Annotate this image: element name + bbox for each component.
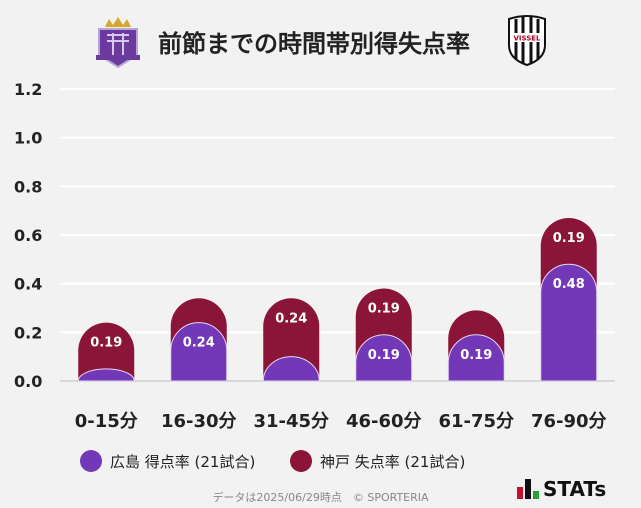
footer-note: データは2025/06/29時点 © SPORTERIA [212,491,429,504]
data-label-hiroshima: 0.48 [553,277,585,292]
y-tick-label: 0.8 [14,177,42,196]
bar-hiroshima [170,322,228,382]
bar-hiroshima [540,263,598,382]
bar-kobe [78,322,135,381]
x-tick-label: 46-60分 [346,411,422,432]
data-label-kobe: 0.19 [368,302,400,317]
stats-brand: STATs [517,477,606,501]
legend-swatch [80,450,102,472]
data-label-kobe: 0.19 [90,336,122,351]
data-label-hiroshima: 0.24 [183,336,215,351]
y-tick-label: 1.2 [14,80,42,99]
bar-hiroshima [77,368,135,382]
hiroshima-logo [93,15,143,74]
legend-item-hiroshima: 広島 得点率 (21試合) [80,450,255,472]
y-tick-label: 0.6 [14,226,42,245]
y-tick-label: 1.0 [14,129,42,148]
legend-label: 神戸 失点率 (21試合) [320,452,466,471]
stats-icon [517,479,539,499]
x-tick-label: 61-75分 [438,411,514,432]
legend-swatch [290,450,312,472]
data-label-kobe: 0.24 [275,311,307,326]
x-tick-label: 16-30分 [161,411,237,432]
y-tick-label: 0.4 [14,275,42,294]
data-label-hiroshima: 0.19 [460,348,492,363]
x-tick-label: 0-15分 [75,411,138,432]
x-tick-label: 76-90分 [531,411,607,432]
stats-text: STATs [543,477,607,501]
data-label-kobe: 0.19 [553,231,585,246]
legend-label: 広島 得点率 (21試合) [110,452,256,471]
bar-hiroshima [355,334,413,382]
y-tick-label: 0.2 [14,323,42,342]
bar-hiroshima [447,334,505,382]
vissel-logo: VISSEL [506,15,548,71]
legend-item-kobe: 神戸 失点率 (21試合) [290,450,465,472]
y-tick-label: 0.0 [14,372,42,391]
x-tick-label: 31-45分 [253,411,329,432]
chart-title: 前節までの時間帯別得失点率 [158,30,470,58]
bar-hiroshima [262,356,320,382]
svg-text:VISSEL: VISSEL [513,35,541,43]
data-label-hiroshima: 0.19 [368,348,400,363]
